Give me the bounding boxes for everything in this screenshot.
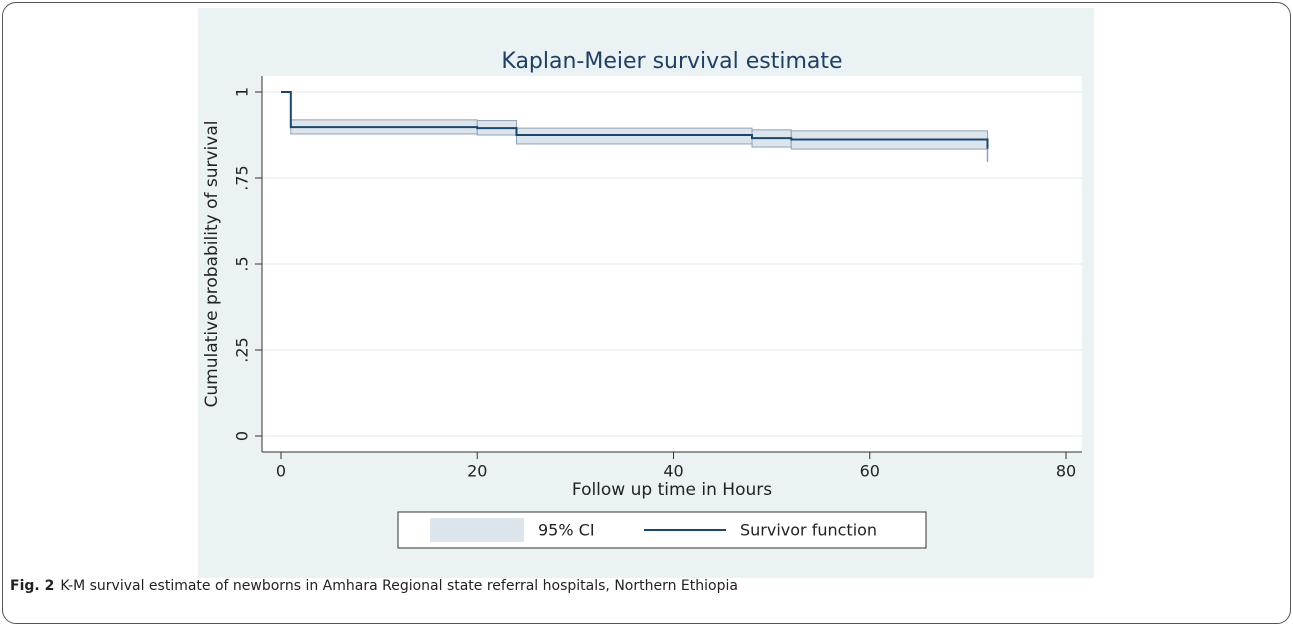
x-tick-label: 80	[1056, 462, 1076, 481]
caption: Fig. 2 K-M survival estimate of newborns …	[10, 578, 738, 594]
legend-label: Survivor function	[740, 521, 877, 540]
y-tick-label: .75	[233, 165, 252, 190]
y-tick-label: 0	[233, 431, 252, 441]
x-tick-label: 60	[860, 462, 880, 481]
y-axis-label: Cumulative probability of survival	[202, 121, 222, 408]
y-tick-label: 1	[233, 87, 252, 97]
x-tick-label: 20	[467, 462, 487, 481]
y-tick-label: .5	[233, 256, 252, 271]
y-tick-label: .25	[233, 337, 252, 362]
caption-label: Fig. 2	[10, 578, 55, 594]
legend-label: 95% CI	[538, 521, 595, 540]
ci-band	[516, 127, 753, 145]
chart-title: Kaplan-Meier survival estimate	[501, 49, 842, 74]
legend-swatch-ci	[430, 518, 524, 542]
x-tick-label: 0	[276, 462, 286, 481]
x-axis-label: Follow up time in Hours	[572, 480, 772, 500]
caption-text: K-M survival estimate of newborns in Amh…	[60, 578, 738, 594]
chart: Kaplan-Meier survival estimate Follow up…	[198, 8, 1094, 578]
x-tick-label: 40	[663, 462, 683, 481]
survivor-line	[281, 91, 989, 149]
